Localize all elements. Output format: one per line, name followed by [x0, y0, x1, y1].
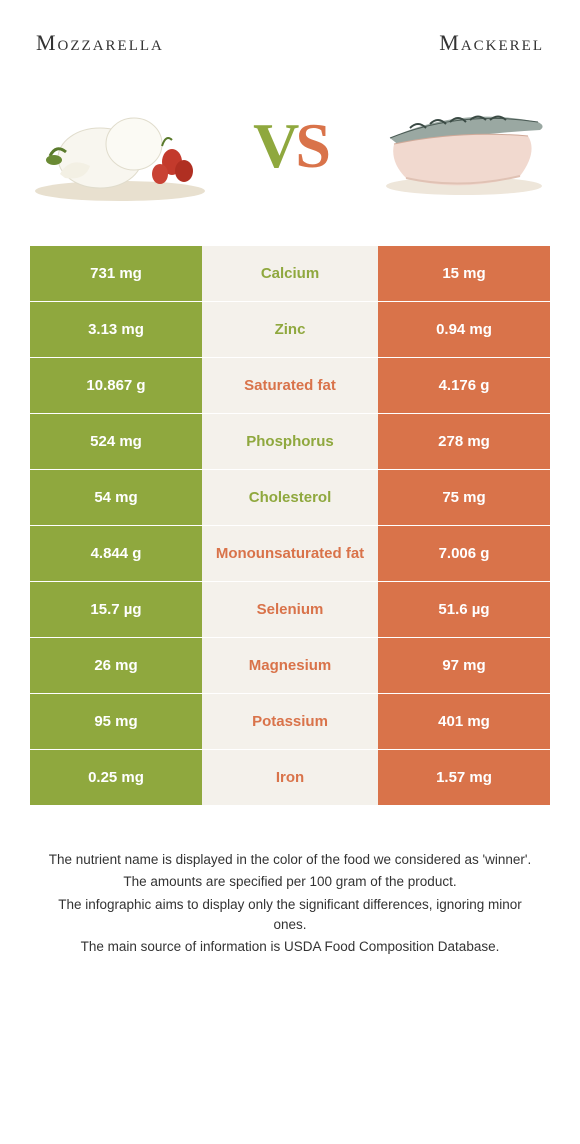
footnote-line: The main source of information is USDA F…: [40, 937, 540, 957]
right-value: 401 mg: [378, 694, 550, 749]
images-row: VS: [30, 86, 550, 246]
nutrient-label: Magnesium: [202, 638, 378, 693]
left-value: 4.844 g: [30, 526, 202, 581]
left-value: 54 mg: [30, 470, 202, 525]
table-row: 0.25 mgIron1.57 mg: [30, 750, 550, 806]
right-value: 51.6 µg: [378, 582, 550, 637]
table-row: 95 mgPotassium401 mg: [30, 694, 550, 750]
nutrient-label: Saturated fat: [202, 358, 378, 413]
title-left: Mozzarella: [36, 30, 164, 56]
nutrient-label: Calcium: [202, 246, 378, 301]
table-row: 26 mgMagnesium97 mg: [30, 638, 550, 694]
table-row: 524 mgPhosphorus278 mg: [30, 414, 550, 470]
table-row: 54 mgCholesterol75 mg: [30, 470, 550, 526]
nutrient-label: Selenium: [202, 582, 378, 637]
left-value: 3.13 mg: [30, 302, 202, 357]
left-value: 0.25 mg: [30, 750, 202, 805]
right-value: 7.006 g: [378, 526, 550, 581]
right-value: 1.57 mg: [378, 750, 550, 805]
footnote-line: The amounts are specified per 100 gram o…: [40, 872, 540, 892]
left-value: 26 mg: [30, 638, 202, 693]
footnote-line: The infographic aims to display only the…: [40, 895, 540, 936]
vs-v: V: [253, 114, 295, 178]
right-value: 75 mg: [378, 470, 550, 525]
nutrient-label: Zinc: [202, 302, 378, 357]
table-row: 15.7 µgSelenium51.6 µg: [30, 582, 550, 638]
nutrient-label: Phosphorus: [202, 414, 378, 469]
header: Mozzarella Mackerel: [30, 30, 550, 56]
left-value: 731 mg: [30, 246, 202, 301]
nutrient-label: Iron: [202, 750, 378, 805]
mozzarella-image: [30, 86, 210, 206]
vs-s: S: [295, 114, 327, 178]
mackerel-image: [370, 86, 550, 206]
nutrient-label: Cholesterol: [202, 470, 378, 525]
right-value: 4.176 g: [378, 358, 550, 413]
footnote-line: The nutrient name is displayed in the co…: [40, 850, 540, 870]
left-value: 524 mg: [30, 414, 202, 469]
right-value: 0.94 mg: [378, 302, 550, 357]
table-row: 10.867 gSaturated fat4.176 g: [30, 358, 550, 414]
vs-label: VS: [253, 114, 327, 178]
table-row: 4.844 gMonounsaturated fat7.006 g: [30, 526, 550, 582]
right-value: 97 mg: [378, 638, 550, 693]
right-value: 15 mg: [378, 246, 550, 301]
right-value: 278 mg: [378, 414, 550, 469]
comparison-table: 731 mgCalcium15 mg3.13 mgZinc0.94 mg10.8…: [30, 246, 550, 806]
left-value: 10.867 g: [30, 358, 202, 413]
left-value: 15.7 µg: [30, 582, 202, 637]
title-right: Mackerel: [439, 30, 544, 56]
footnotes: The nutrient name is displayed in the co…: [30, 850, 550, 957]
nutrient-label: Potassium: [202, 694, 378, 749]
table-row: 731 mgCalcium15 mg: [30, 246, 550, 302]
nutrient-label: Monounsaturated fat: [202, 526, 378, 581]
table-row: 3.13 mgZinc0.94 mg: [30, 302, 550, 358]
left-value: 95 mg: [30, 694, 202, 749]
